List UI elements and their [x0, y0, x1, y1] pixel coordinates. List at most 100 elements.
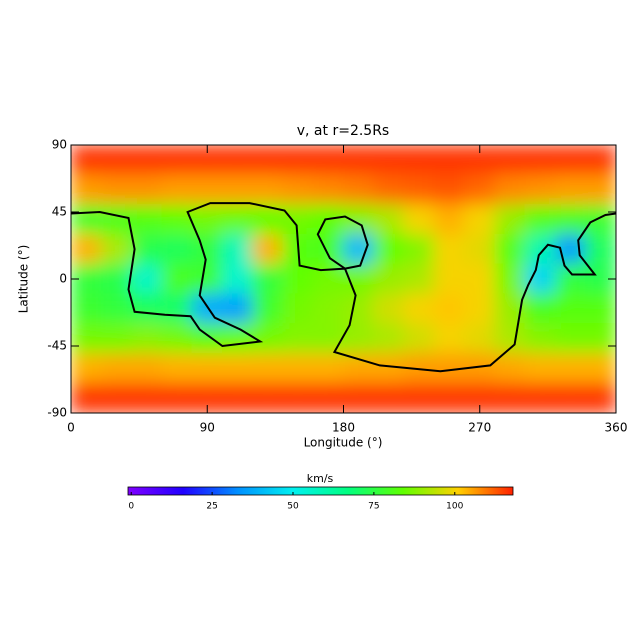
- colorbar-tick-label: 0: [128, 502, 134, 512]
- heat-cell: [131, 293, 163, 325]
- heat-cell: [373, 323, 405, 354]
- heat-cell: [282, 145, 314, 176]
- heat-cell: [71, 293, 102, 325]
- heat-cell: [585, 382, 616, 413]
- heat-cell: [373, 263, 405, 295]
- colorbar: [127, 486, 514, 496]
- heat-cell: [433, 204, 466, 235]
- heat-cell: [282, 323, 314, 354]
- heat-cell: [433, 233, 466, 265]
- heat-cell: [554, 352, 587, 384]
- y-tick-label: 90: [52, 138, 67, 152]
- y-tick-label: -90: [47, 406, 67, 420]
- heat-cell: [494, 145, 526, 176]
- heat-cell: [191, 323, 223, 354]
- heat-cell: [585, 174, 616, 206]
- heat-cell: [131, 233, 163, 265]
- heat-cell: [554, 174, 587, 206]
- heat-cell: [252, 263, 284, 295]
- heat-cell: [494, 263, 526, 295]
- heat-cell: [494, 174, 526, 206]
- heat-cell: [494, 382, 526, 413]
- heat-cell: [343, 352, 375, 384]
- heat-cell: [100, 145, 133, 176]
- heat-cell: [221, 263, 254, 295]
- heat-cell: [131, 174, 163, 206]
- heat-cell: [252, 174, 284, 206]
- heat-cell: [524, 323, 556, 354]
- heat-cell: [585, 293, 616, 325]
- heat-cell: [373, 204, 405, 235]
- heat-cell: [433, 323, 466, 354]
- heat-cell: [343, 145, 375, 176]
- heat-cell: [403, 293, 435, 325]
- heat-cell: [161, 352, 193, 384]
- heat-cell: [312, 352, 344, 384]
- heat-cell: [585, 233, 616, 265]
- x-tick-label: 270: [468, 421, 491, 435]
- heat-cell: [100, 174, 133, 206]
- heat-cell: [464, 263, 496, 295]
- x-tick-label: 360: [605, 421, 628, 435]
- heat-cell: [191, 263, 223, 295]
- heat-cell: [464, 233, 496, 265]
- heat-cell: [403, 382, 435, 413]
- heat-cell: [343, 204, 375, 235]
- y-tick-label: -45: [47, 339, 67, 353]
- heat-cell: [282, 204, 314, 235]
- colorbar-tick-label: 50: [287, 502, 299, 512]
- heat-cell: [100, 382, 133, 413]
- field: [71, 145, 616, 413]
- heat-cell: [252, 145, 284, 176]
- colorbar-tick-label: 75: [368, 502, 379, 512]
- heat-cell: [71, 323, 102, 354]
- heat-cell: [131, 263, 163, 295]
- heat-cell: [585, 145, 616, 176]
- heat-cell: [71, 382, 102, 413]
- heat-cell: [221, 233, 254, 265]
- heat-cell: [464, 323, 496, 354]
- heat-cell: [343, 174, 375, 206]
- heat-cell: [71, 145, 102, 176]
- heat-cell: [524, 263, 556, 295]
- heat-cell: [100, 323, 133, 354]
- heat-cell: [252, 352, 284, 384]
- heat-cell: [252, 323, 284, 354]
- heat-cell: [433, 293, 466, 325]
- heat-cell: [100, 263, 133, 295]
- heat-cell: [161, 174, 193, 206]
- heat-cell: [312, 233, 344, 265]
- heat-cell: [161, 293, 193, 325]
- heat-cell: [433, 145, 466, 176]
- heat-cell: [282, 293, 314, 325]
- heat-cell: [221, 352, 254, 384]
- heat-cell: [312, 145, 344, 176]
- heat-cell: [161, 382, 193, 413]
- heat-cell: [403, 323, 435, 354]
- y-tick-label: 45: [52, 205, 67, 219]
- heat-cell: [524, 174, 556, 206]
- heat-cell: [373, 174, 405, 206]
- heat-cell: [403, 233, 435, 265]
- heat-cell: [554, 204, 587, 235]
- heat-cell: [71, 174, 102, 206]
- heat-cell: [585, 352, 616, 384]
- heat-cell: [312, 293, 344, 325]
- heat-cell: [464, 204, 496, 235]
- chart-title: v, at r=2.5Rs: [297, 123, 389, 139]
- heat-cell: [221, 145, 254, 176]
- heat-cell: [524, 204, 556, 235]
- heat-cell: [131, 204, 163, 235]
- heat-cell: [464, 174, 496, 206]
- heat-cell: [282, 174, 314, 206]
- heat-cell: [221, 174, 254, 206]
- heat-cell: [403, 174, 435, 206]
- heat-cell: [161, 204, 193, 235]
- heat-cell: [554, 293, 587, 325]
- heat-cell: [221, 293, 254, 325]
- heat-cell: [403, 145, 435, 176]
- heat-cell: [343, 233, 375, 265]
- colorbar-label: km/s: [307, 472, 334, 485]
